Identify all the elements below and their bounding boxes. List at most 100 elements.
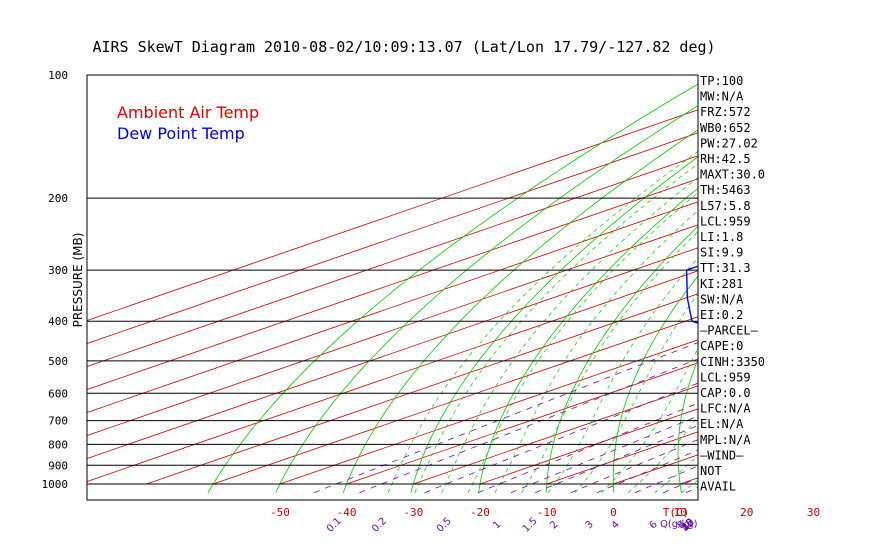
y-axis-label: PRESSURE (MB) [71,233,85,328]
pressure-tick-label: 500 [48,355,68,368]
isotherm-line [87,155,698,367]
isotherm-line [146,293,698,485]
stability-index-entry: WB0:652 [700,121,751,135]
mixing-ratio-line [477,402,698,494]
bottom-temp-tick: -10 [537,506,557,519]
stability-index-entry: L57:5.8 [700,199,751,213]
moist-adiabat [494,210,698,493]
moist-adiabat [521,231,698,493]
mixing-ratio-line [313,342,698,494]
isotherm-line [87,224,698,436]
stability-index-entry: SI:9.9 [700,246,743,260]
ambient-temp-line [773,75,870,484]
moist-adiabat [842,75,870,493]
bottom-axis-label: T(C) [663,506,690,519]
grid-layer [87,75,870,494]
stability-index-entry: EL:N/A [700,417,744,431]
moist-adiabat [815,75,870,493]
legend-ambient: Ambient Air Temp [117,103,259,122]
pressure-tick-label: 200 [48,192,68,205]
mixing-ratio-line [728,198,870,493]
dry-adiabat [677,358,698,493]
isotherm-line [346,362,698,485]
isotherm-line [479,408,698,485]
moist-adiabat [467,192,698,493]
mixing-ratio-line [510,415,698,494]
mixing-ratio-line [634,465,698,494]
stability-index-entry: SW:N/A [700,292,744,306]
stability-index-entry: KI:281 [700,277,743,291]
moist-adiabat [628,415,698,493]
dry-adiabat [275,105,698,493]
bottom-temp-tick: 20 [740,506,753,519]
stability-index-entry: TT:31.3 [700,261,751,275]
isotherm-line [87,247,698,459]
mixing-ratio-label: 0.5 [435,516,454,535]
mixing-ratio-label: 4 [610,519,622,531]
mixing-ratio-line [783,198,870,493]
dry-adiabat [478,187,698,493]
dry-adiabat [410,156,698,493]
moist-adiabat [414,163,698,493]
pressure-tick-label: 100 [48,69,68,82]
mixing-ratio-unit: Q(g/kg) [660,519,698,530]
bottom-temp-tick: -20 [470,506,490,519]
dry-adiabat [342,129,698,493]
isotherm-line [279,339,698,485]
stability-index-entry: CAP:0.0 [700,386,751,400]
stability-index-entry: NOT [700,464,722,478]
stability-index-entry: TP:100 [700,74,743,88]
bottom-temp-tick: 0 [610,506,617,519]
pressure-tick-label: 600 [48,387,68,400]
dry-adiabat [741,75,870,493]
moist-adiabat [788,75,870,493]
mixing-ratio-label: 3 [584,519,596,531]
mixing-ratio-label: 1 [491,519,503,531]
legend-dewpoint: Dew Point Temp [117,124,245,143]
axis-layer: 0.1 0.2 0.5 1 1.5 2 3 4 6 810121520253040Q(g/kg)1… [42,69,821,535]
isotherm-line [87,201,698,413]
stability-index-entry: PW:27.02 [700,136,758,150]
isotherm-line [87,270,698,482]
isobar-layer [87,74,698,485]
stability-index-entry: —PARCEL— [700,324,759,338]
bottom-temp-tick: 30 [807,506,820,519]
isotherm-line [413,385,698,485]
stability-index-entry: EI:0.2 [700,308,743,322]
stability-index-entry: MAXT:30.0 [700,168,765,182]
stability-index-entry: MW:N/A [700,90,744,104]
stability-index-entry: LI:1.8 [700,230,743,244]
isotherm-line [87,178,698,390]
stability-index-entry: CAPE:0 [700,339,743,353]
pressure-tick-label: 700 [48,415,68,428]
bottom-temp-tick: -30 [403,506,423,519]
mixing-ratio-label: 0.2 [370,516,389,535]
dry-adiabat [612,275,698,493]
chart-title: AIRS SkewT Diagram 2010-08-02/10:09:13.0… [92,38,715,56]
mixing-ratio-line [836,198,870,493]
stability-index-entry: MPL:N/A [700,433,751,447]
stability-index-entry: TH:5463 [700,183,751,197]
isotherm-line [87,132,698,344]
mixing-ratio-line [759,198,870,493]
mixing-ratio-line [804,198,870,493]
stability-index-entry: FRZ:572 [700,105,751,119]
stability-index-entry: AVAIL [700,480,736,494]
bottom-temp-tick: 10 [673,506,686,519]
moist-adiabat [762,75,870,493]
dry-adiabat [207,83,698,493]
isotherm-line [814,75,870,484]
pressure-tick-label: 300 [48,264,68,277]
moist-adiabat [441,177,698,493]
moist-adiabat [387,151,698,493]
mixing-ratio-line [663,477,698,494]
mixing-ratio-label: 2 [548,519,560,531]
dry-adiabat [801,75,870,493]
stability-index-entry: LCL:959 [700,370,751,384]
stability-index-entry: LCL:959 [700,214,751,228]
isotherm-line [213,316,698,485]
stability-index-entry: RH:42.5 [700,152,751,166]
isotherm-line [747,75,870,484]
